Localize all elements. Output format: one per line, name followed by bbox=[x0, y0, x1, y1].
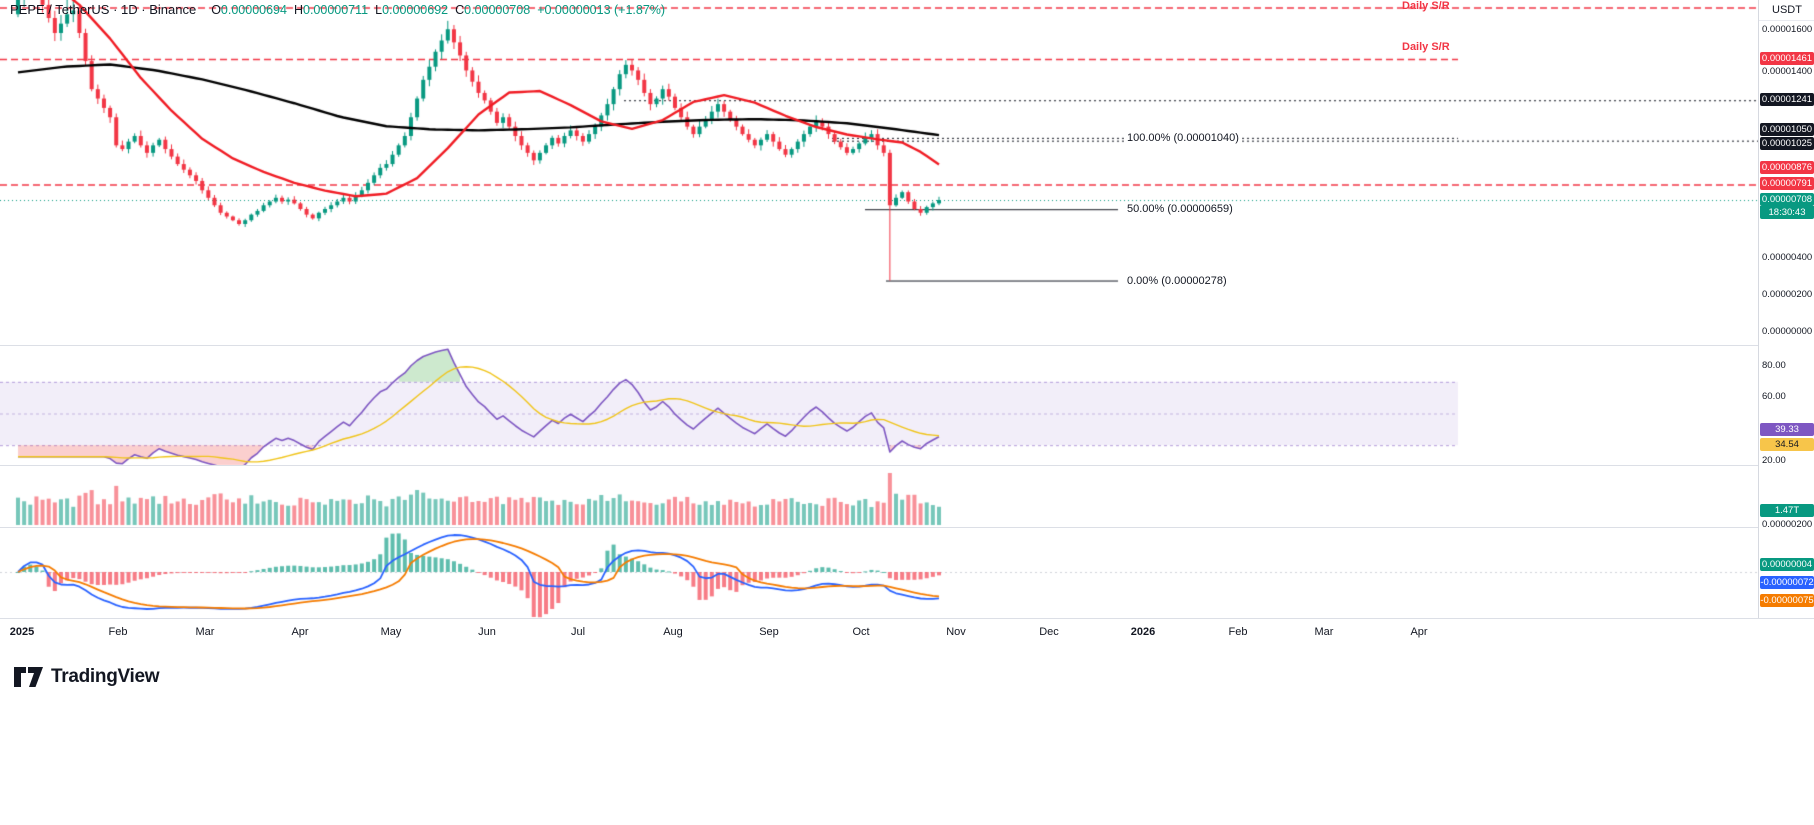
close-label: C bbox=[455, 3, 465, 17]
time-axis-label: Apr bbox=[1410, 626, 1428, 638]
time-axis-label: Nov bbox=[946, 626, 966, 638]
low-label: L bbox=[375, 3, 383, 17]
countdown-badge: 18:30:43 bbox=[1760, 206, 1814, 219]
volume-tick-label: 0.00000200 bbox=[1762, 519, 1813, 530]
time-axis-label: Feb bbox=[1228, 626, 1248, 638]
price-badge: 0.00000708 bbox=[1760, 193, 1814, 206]
price-badge: 0.00000791 bbox=[1760, 177, 1814, 190]
brand-name: TradingView bbox=[51, 666, 160, 687]
price-tick-label: 0.00001400 bbox=[1762, 66, 1813, 77]
price-axis[interactable]: USDT 0.00001600 0.00001400 0.00000400 0.000… bbox=[1758, 0, 1814, 618]
time-axis-label: Feb bbox=[108, 626, 128, 638]
price-badge: 0.00001241 bbox=[1760, 93, 1814, 106]
price-tick-label: 0.00000400 bbox=[1762, 252, 1813, 263]
rsi-tick-label: 60.00 bbox=[1762, 391, 1786, 402]
pane-separator[interactable] bbox=[0, 345, 1814, 346]
macd-badge: -0.00000075 bbox=[1760, 594, 1814, 607]
close-value: 0.00000708 bbox=[464, 3, 531, 17]
pane-separator[interactable] bbox=[0, 465, 1814, 466]
axis-currency-label: USDT bbox=[1759, 4, 1814, 21]
high-value: 0.00000711 bbox=[303, 3, 369, 17]
time-axis-label: Apr bbox=[291, 626, 309, 638]
symbol-title: PEPE / TetherUS · 1D · Binance bbox=[10, 2, 197, 17]
rsi-tick-label: 80.00 bbox=[1762, 360, 1786, 371]
high-label: H bbox=[293, 3, 303, 17]
time-axis-label: Jun bbox=[478, 626, 496, 638]
time-axis-label: May bbox=[380, 626, 402, 638]
price-badge: 0.00001025 bbox=[1760, 137, 1814, 150]
open-label: O bbox=[211, 3, 221, 17]
time-axis-label: 2025 bbox=[9, 626, 35, 638]
time-axis-label: Jul bbox=[570, 626, 586, 638]
pane-separator bbox=[0, 618, 1814, 619]
time-axis[interactable]: 2025 Feb Mar Apr May Jun Jul Aug Sep Oct Nov Dec 202… bbox=[0, 619, 1758, 649]
rsi-tick-label: 20.00 bbox=[1762, 455, 1786, 466]
chart-legend[interactable]: PEPE / TetherUS · 1D · Binance O0.0000069… bbox=[10, 2, 665, 17]
price-tick-label: 0.00000000 bbox=[1762, 326, 1813, 337]
time-axis-label: 2026 bbox=[1130, 626, 1156, 638]
price-badge: 0.00001050 bbox=[1760, 123, 1814, 136]
change-value: +0.00000013 (+1.87%) bbox=[537, 3, 666, 17]
tradingview-logo-icon bbox=[14, 667, 43, 687]
price-badge: 0.00001461 bbox=[1760, 52, 1814, 65]
time-axis-label: Dec bbox=[1039, 626, 1059, 638]
volume-badge: 1.47T bbox=[1760, 504, 1814, 517]
rsi-badge: 34.54 bbox=[1760, 438, 1814, 451]
price-tick-label: 0.00000200 bbox=[1762, 289, 1813, 300]
time-axis-label: Sep bbox=[759, 626, 779, 638]
chart-canvas[interactable] bbox=[0, 0, 1758, 619]
time-axis-label: Aug bbox=[663, 626, 683, 638]
low-value: 0.00000692 bbox=[382, 3, 449, 17]
time-axis-label: Oct bbox=[852, 626, 870, 638]
open-value: 0.00000694 bbox=[220, 3, 287, 17]
rsi-badge: 39.33 bbox=[1760, 423, 1814, 436]
footer-brand[interactable]: TradingView bbox=[14, 666, 160, 688]
time-axis-label: Mar bbox=[195, 626, 215, 638]
pane-separator[interactable] bbox=[0, 527, 1814, 528]
price-badge: 0.00000876 bbox=[1760, 161, 1814, 174]
price-tick-label: 0.00001600 bbox=[1762, 24, 1813, 35]
time-axis-label: Mar bbox=[1314, 626, 1334, 638]
macd-badge: 0.00000004 bbox=[1760, 558, 1814, 571]
macd-badge: -0.00000072 bbox=[1760, 576, 1814, 589]
